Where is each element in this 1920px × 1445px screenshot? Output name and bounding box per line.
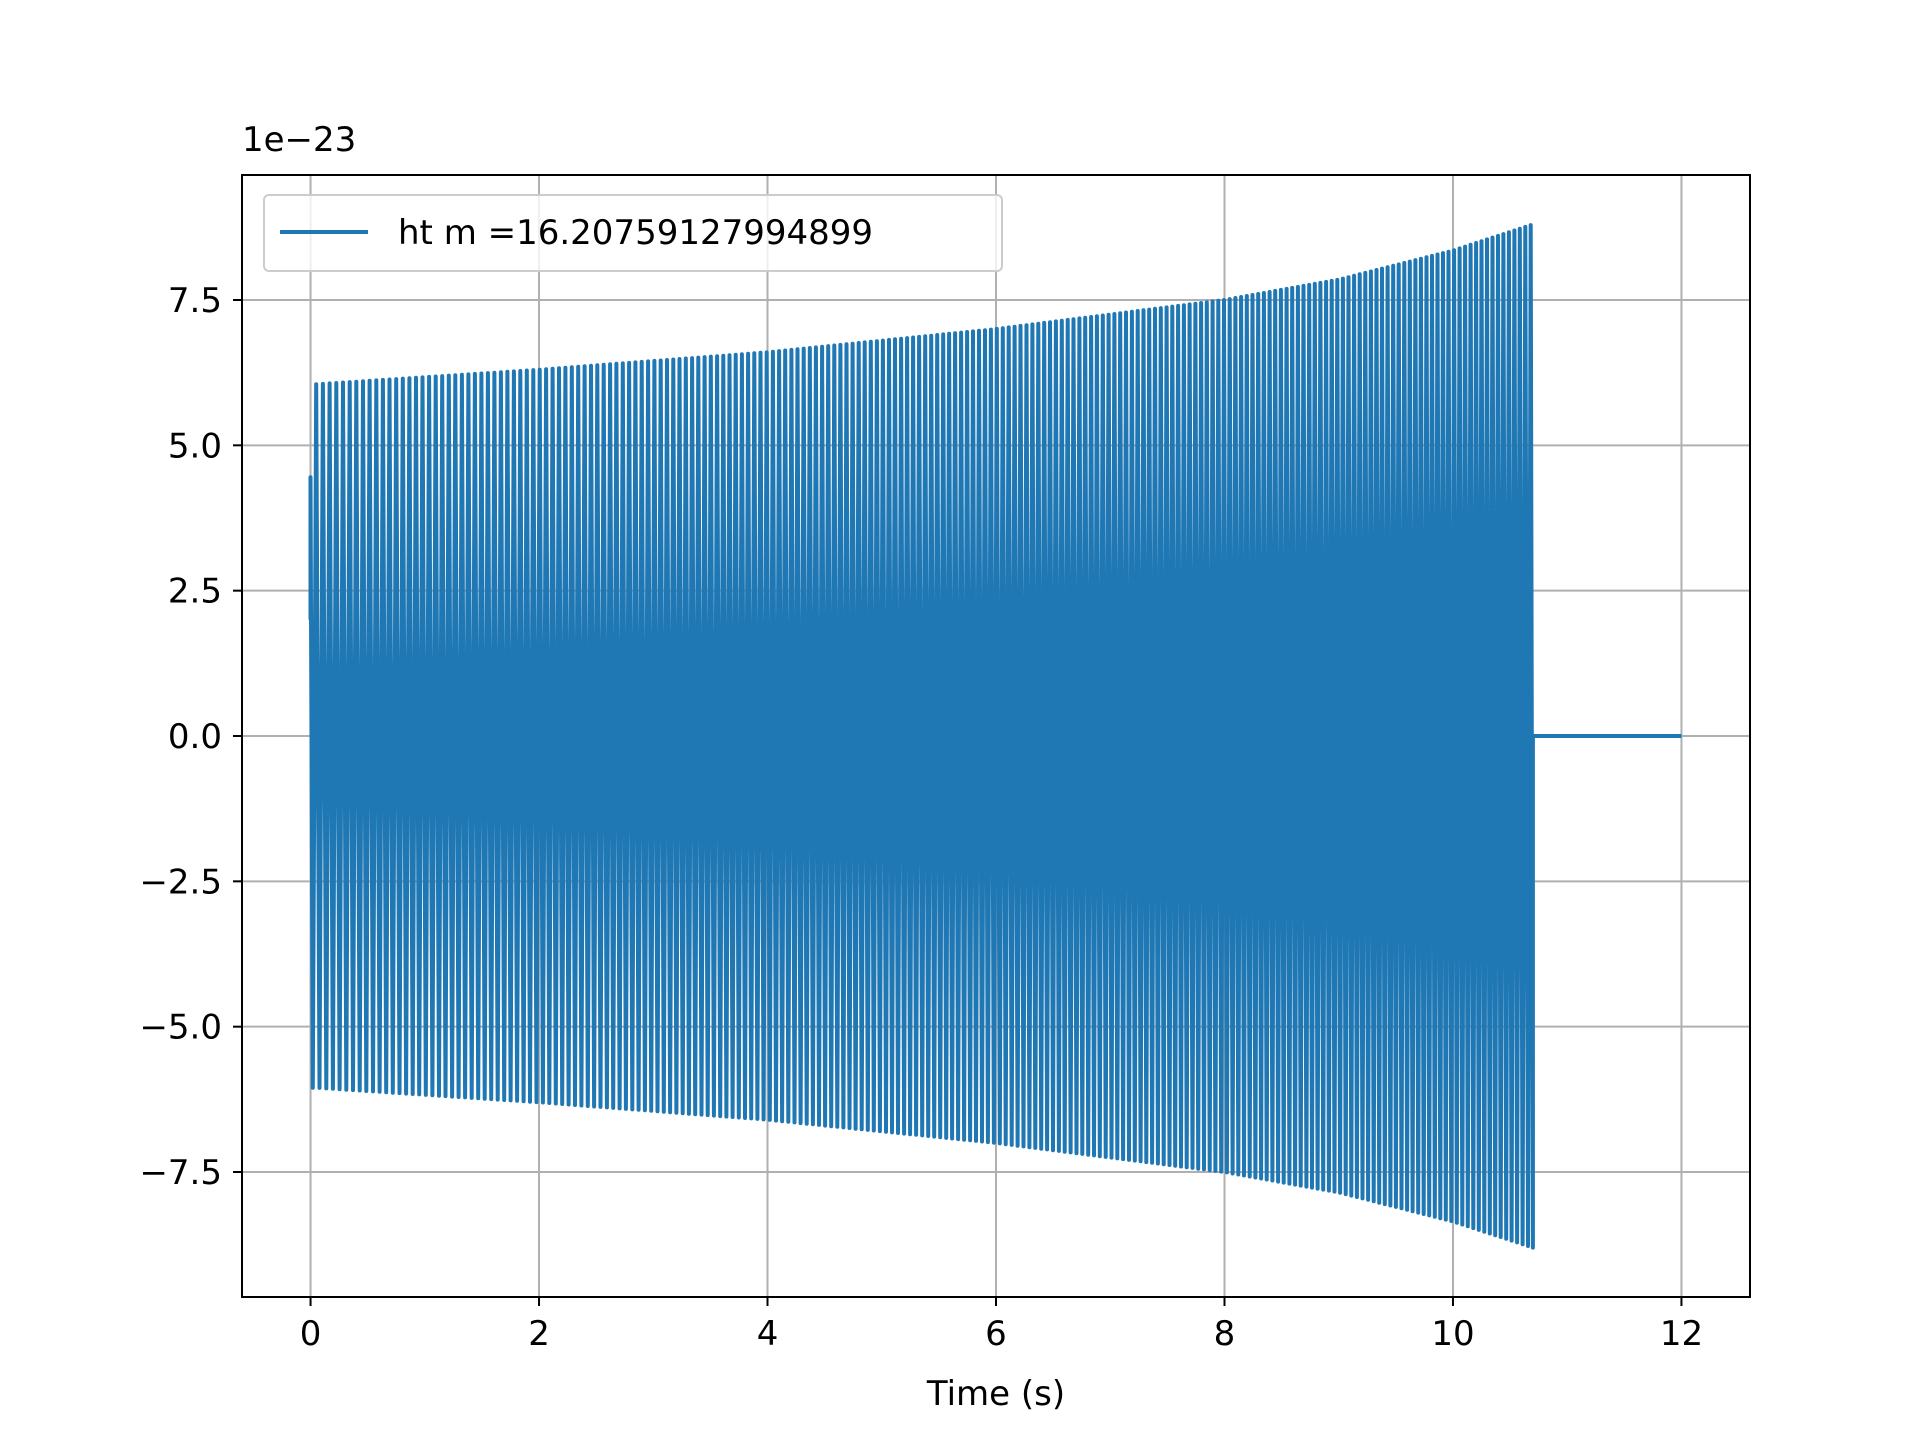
- x-axis-label: Time (s): [926, 1374, 1065, 1414]
- ticks: 0 2 4 6 8 10 12 7.5 5.0 2.5 0.0 −2.5 −5.0 −7.5: [139, 281, 1703, 1354]
- x-tick-label: 12: [1660, 1314, 1703, 1354]
- x-tick-label: 2: [528, 1314, 550, 1354]
- x-tick-label: 4: [757, 1314, 779, 1354]
- y-tick-label: −7.5: [139, 1153, 222, 1193]
- y-axis-offset-label: 1e−23: [242, 120, 356, 160]
- y-tick-label: −5.0: [139, 1008, 222, 1048]
- legend: ht m =16.20759127994899: [263, 194, 1003, 272]
- x-tick-label: 6: [985, 1314, 1007, 1354]
- legend-box: [263, 194, 1003, 272]
- x-tick-label: 10: [1431, 1314, 1474, 1354]
- legend-entry-label: ht m =16.20759127994899: [398, 213, 873, 253]
- series-line: [308, 223, 1682, 1250]
- series-layer: [308, 223, 1682, 1250]
- y-tick-label: 7.5: [168, 281, 222, 321]
- x-tick-label: 0: [300, 1314, 322, 1354]
- y-tick-label: −2.5: [139, 862, 222, 902]
- x-tick-label: 8: [1214, 1314, 1236, 1354]
- y-tick-label: 0.0: [168, 717, 222, 757]
- y-tick-label: 2.5: [168, 572, 222, 612]
- y-tick-label: 5.0: [168, 426, 222, 466]
